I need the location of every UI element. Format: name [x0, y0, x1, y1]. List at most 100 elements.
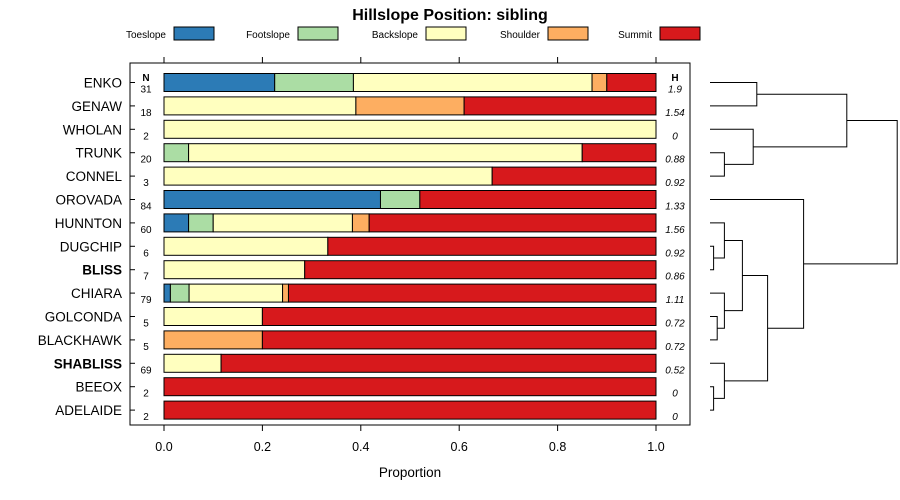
bar-segment-genaw-summit — [463, 96, 657, 116]
h-value-genaw: 1.54 — [665, 108, 685, 119]
x-tick-label-1.0: 1.0 — [647, 440, 664, 454]
x-axis-title: Proportion — [379, 465, 441, 480]
legend-label-shoulder: Shoulder — [500, 30, 541, 41]
bar-segment-bliss-backslope — [163, 260, 306, 280]
bar-segment-hunnton-footslope — [188, 213, 214, 233]
bar-segment-connel-backslope — [163, 166, 493, 186]
bar-segment-orovada-summit — [419, 190, 657, 209]
n-value-genaw: 18 — [140, 108, 152, 119]
h-value-wholan: 0 — [672, 131, 678, 142]
bar-segment-chiara-backslope — [188, 283, 284, 303]
dendrogram-link — [710, 82, 758, 107]
dendrogram — [710, 82, 898, 411]
bar-segment-orovada-toeslope — [163, 190, 381, 209]
bar-segment-shabliss-backslope — [163, 353, 222, 373]
n-value-hunnton: 60 — [140, 225, 152, 236]
row-genaw: GENAW 18 1.54 — [72, 96, 685, 119]
h-value-trunk: 0.88 — [665, 155, 685, 166]
bar-segment-dugchip-summit — [327, 236, 657, 256]
bar-segment-enko-shoulder — [591, 73, 608, 92]
legend-swatch-backslope — [425, 26, 467, 41]
bar-segment-shabliss-summit — [220, 353, 657, 373]
bar-segment-chiara-footslope — [169, 283, 190, 303]
chart-title: Hillslope Position: sibling — [352, 7, 548, 24]
x-tick-label-0.8: 0.8 — [549, 440, 566, 454]
bar-segment-hunnton-backslope — [212, 213, 353, 233]
row-beeox: BEEOX 2 0 — [75, 377, 678, 400]
bar-segment-hunnton-shoulder — [351, 213, 370, 233]
legend-swatch-toeslope — [173, 26, 215, 41]
h-column-header: H — [671, 73, 678, 84]
bar-segment-enko-footslope — [274, 73, 354, 92]
legend-label-summit: Summit — [618, 30, 652, 41]
bar-segment-bliss-summit — [304, 260, 657, 280]
dendrogram-link — [803, 120, 898, 265]
bar-segment-hunnton-toeslope — [163, 213, 190, 233]
x-axis: 0.0 0.2 0.4 0.6 0.8 1.0 — [155, 57, 665, 454]
bar-segment-trunk-footslope — [163, 143, 190, 163]
row-shabliss: SHABLISS 69 0.52 — [54, 353, 685, 376]
bar-segment-enko-toeslope — [163, 73, 276, 92]
h-value-dugchip: 0.92 — [665, 248, 685, 259]
n-value-wholan: 2 — [143, 131, 149, 142]
x-tick-label-0.4: 0.4 — [352, 440, 369, 454]
dendrogram-link — [710, 245, 715, 271]
legend: Toeslope Footslope Backslope Shoulder Summit — [126, 26, 701, 41]
row-label-hunnton: HUNNTON — [55, 216, 122, 231]
bar-segment-trunk-summit — [581, 143, 657, 163]
dendrogram-link — [753, 93, 848, 148]
row-adelaide: ADELAIDE 2 0 — [55, 400, 678, 423]
h-value-hunnton: 1.56 — [665, 225, 685, 236]
row-bliss: BLISS 7 0.86 — [82, 260, 685, 283]
n-value-blackhawk: 5 — [143, 342, 149, 353]
n-value-connel: 3 — [143, 178, 149, 189]
plot-frame — [129, 62, 691, 426]
row-label-shabliss: SHABLISS — [54, 356, 122, 371]
n-value-golconda: 5 — [143, 319, 149, 330]
row-label-dugchip: DUGCHIP — [60, 239, 122, 254]
legend-label-footslope: Footslope — [246, 30, 290, 41]
row-connel: CONNEL 3 0.92 — [66, 166, 685, 189]
row-label-bliss: BLISS — [82, 263, 122, 278]
bar-segment-enko-summit — [606, 73, 657, 92]
bar-segment-chiara-shoulder — [282, 283, 289, 303]
bar-segment-wholan-backslope — [163, 119, 657, 139]
x-tick-label-0.2: 0.2 — [254, 440, 271, 454]
h-value-chiara: 1.11 — [666, 295, 685, 306]
h-value-enko: 1.9 — [668, 85, 682, 96]
n-value-bliss: 7 — [143, 272, 149, 283]
bar-segment-dugchip-backslope — [163, 236, 329, 256]
bar-segment-golconda-backslope — [163, 307, 263, 326]
h-value-golconda: 0.72 — [665, 319, 685, 330]
n-value-chiara: 79 — [140, 295, 152, 306]
bar-segment-chiara-summit — [287, 283, 657, 303]
n-value-adelaide: 2 — [143, 412, 149, 423]
h-value-adelaide: 0 — [672, 412, 678, 423]
bar-segment-golconda-summit — [261, 307, 657, 326]
row-label-connel: CONNEL — [66, 169, 123, 184]
row-orovada: OROVADA 84 1.33 — [55, 190, 685, 213]
bar-segment-chiara-toeslope — [163, 283, 171, 303]
h-value-beeox: 0 — [672, 389, 678, 400]
bar-segment-hunnton-summit — [368, 213, 657, 233]
dendrogram-link — [710, 128, 754, 165]
dendrogram-link — [710, 386, 715, 411]
h-value-bliss: 0.86 — [665, 272, 685, 283]
row-golconda: GOLCONDA 5 0.72 — [45, 307, 685, 330]
row-chiara: CHIARA 79 1.11 — [71, 283, 685, 306]
legend-label-backslope: Backslope — [372, 30, 419, 41]
bar-segment-trunk-backslope — [188, 143, 583, 163]
row-enko: ENKO 31 1.9 — [84, 73, 682, 96]
row-label-trunk: TRUNK — [76, 146, 123, 161]
dendrogram-link — [710, 362, 725, 399]
bar-segment-genaw-backslope — [163, 96, 357, 116]
dendrogram-link — [710, 316, 718, 341]
h-value-orovada: 1.33 — [665, 202, 685, 213]
dendrogram-link — [710, 222, 725, 259]
n-value-trunk: 20 — [140, 155, 152, 166]
dendrogram-link — [710, 152, 725, 177]
h-value-shabliss: 0.52 — [665, 365, 685, 376]
row-label-wholan: WHOLAN — [63, 122, 122, 137]
